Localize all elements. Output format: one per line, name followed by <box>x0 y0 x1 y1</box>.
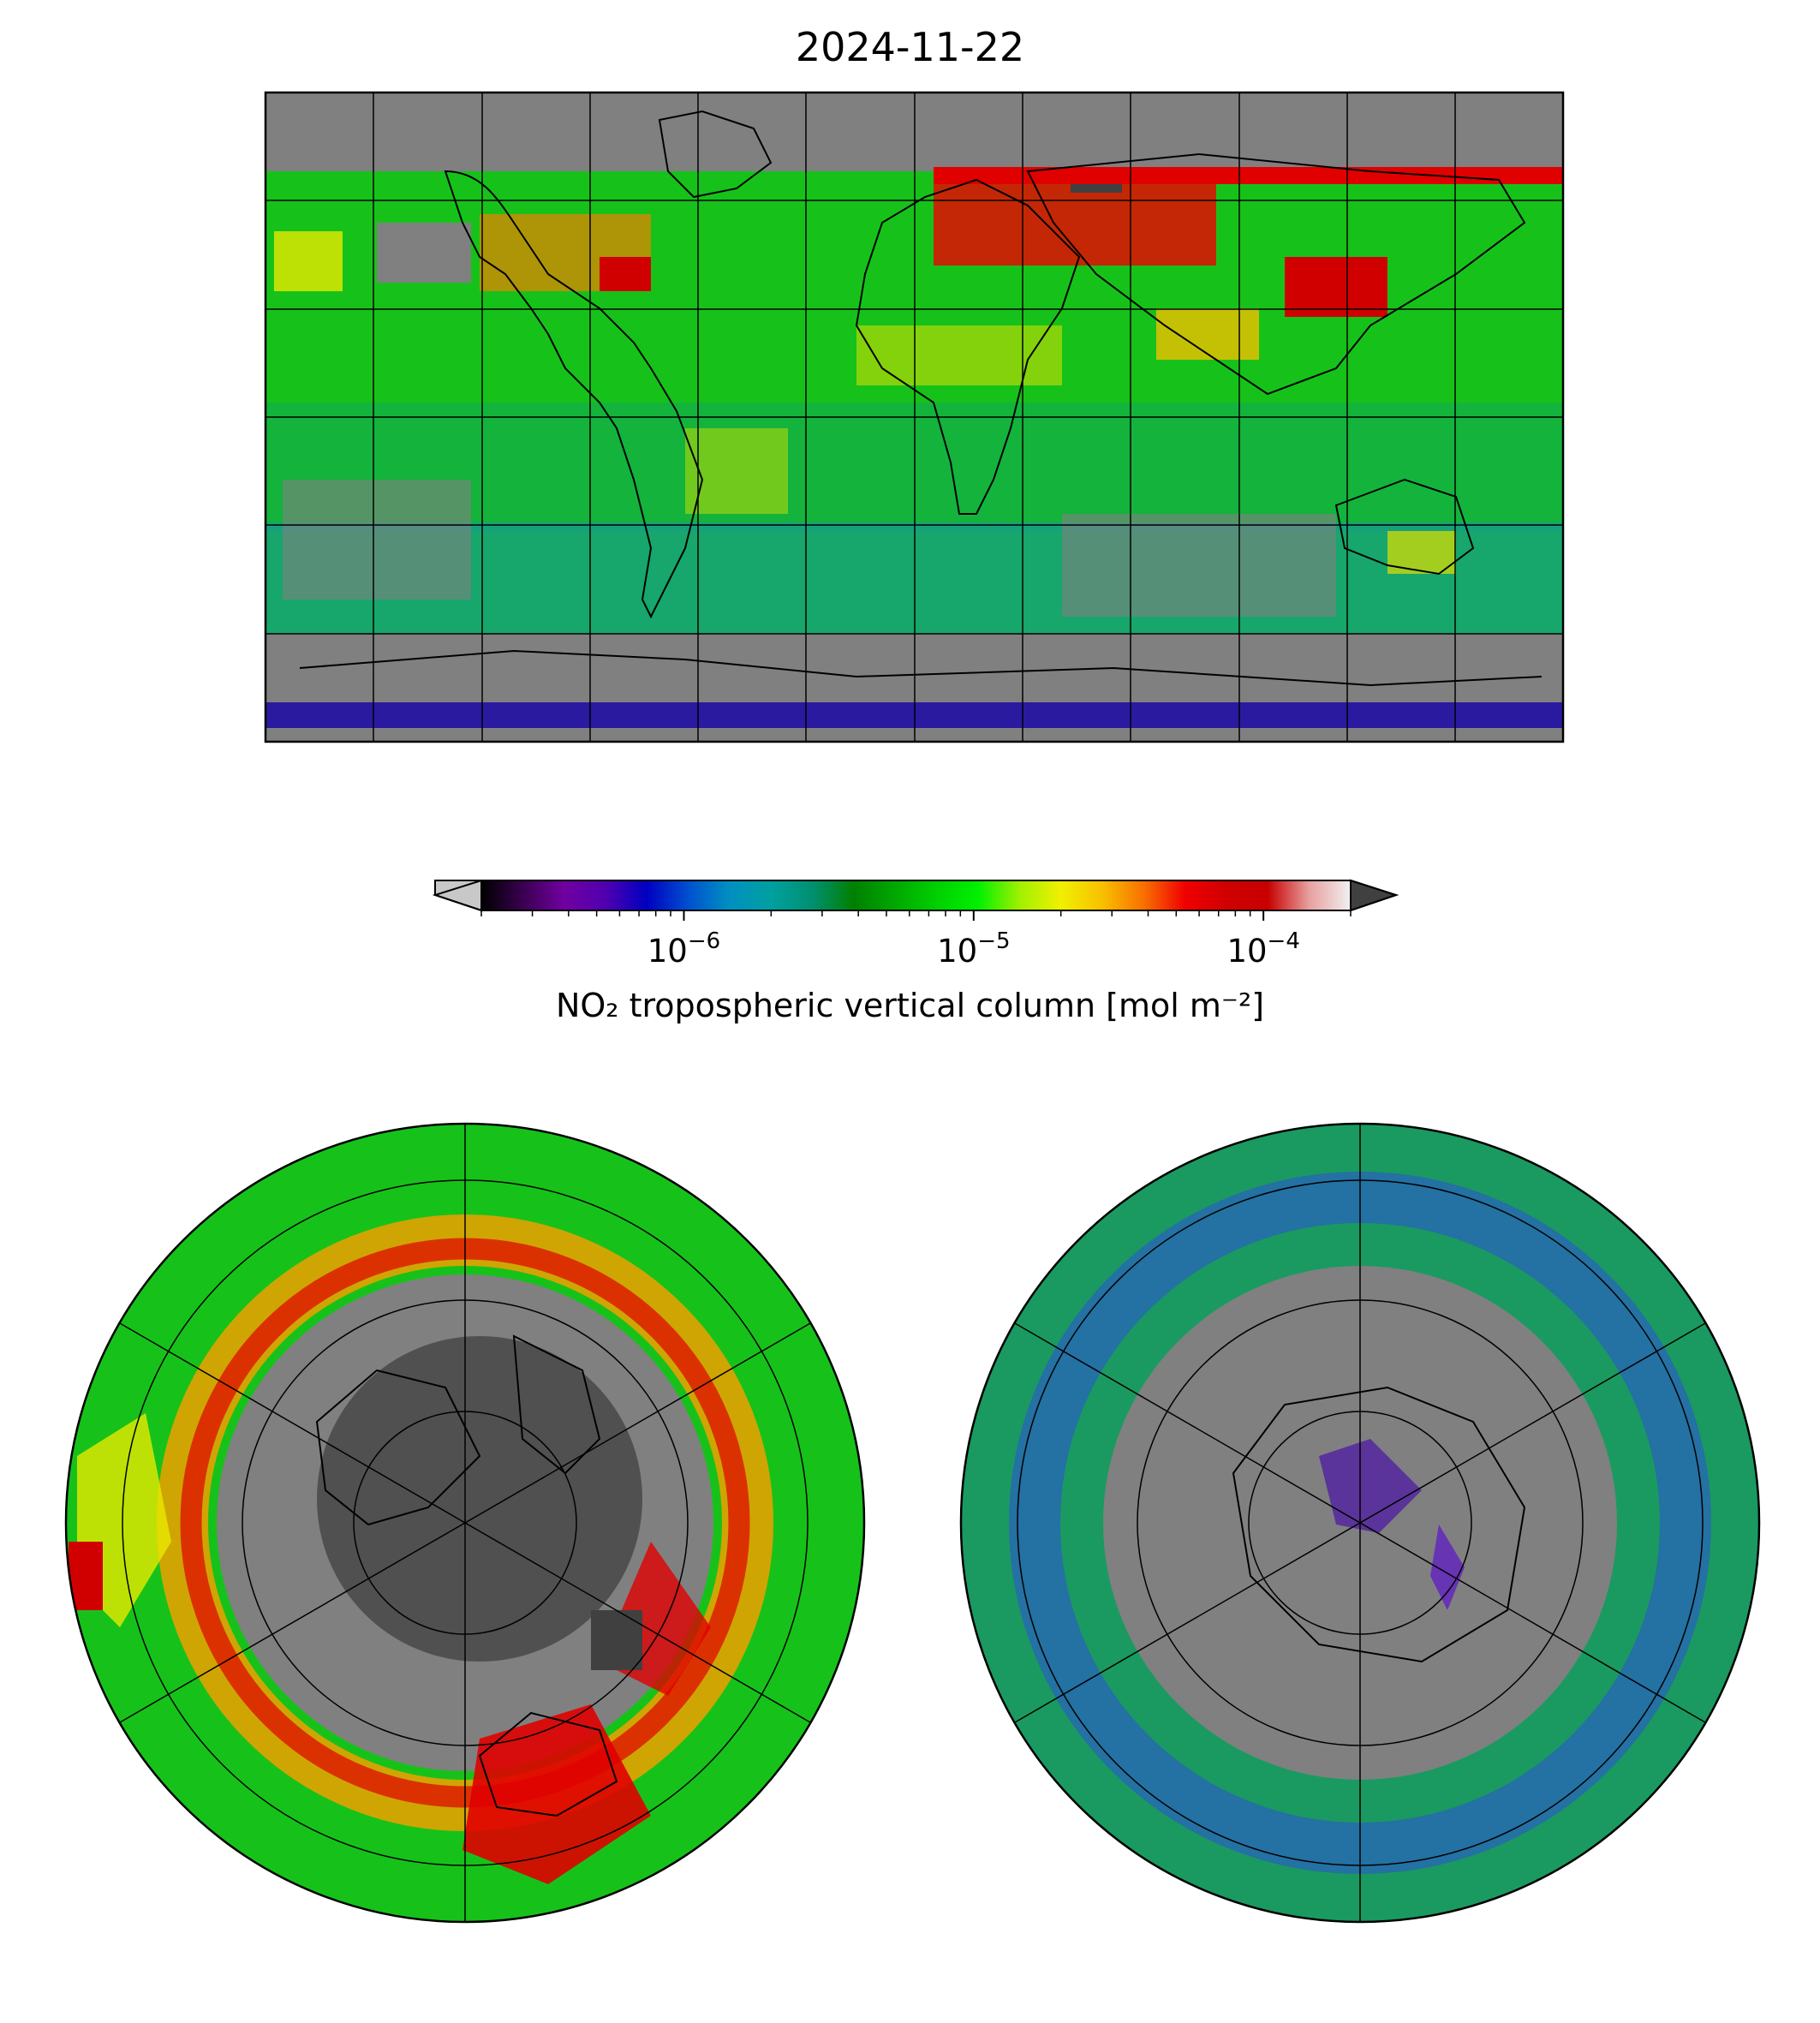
colorbar-tick-base: 10 <box>1226 933 1267 970</box>
north-coastlines <box>315 1334 618 1817</box>
colorbar-tick-label: 10−6 <box>647 928 720 970</box>
north-gridlines <box>119 1124 811 1922</box>
global-map-frame <box>264 91 1565 743</box>
no2-gap-2 <box>283 480 471 600</box>
north-field-europe <box>462 1704 651 1884</box>
north-polar-map <box>66 1124 864 1922</box>
south-polar-map <box>961 1124 1759 1922</box>
global-coastlines <box>299 110 1543 687</box>
colorbar: 10−6 10−5 10−4 <box>432 879 1399 970</box>
north-polar-frame <box>64 1122 866 1924</box>
no2-gap-1 <box>377 223 471 283</box>
colorbar-tick-exponent: −5 <box>977 928 1010 954</box>
colorbar-label: NO₂ tropospheric vertical column [mol m⁻… <box>555 987 1265 1024</box>
no2-high-pacific <box>274 231 343 291</box>
colorbar-gradient <box>481 880 1351 910</box>
colorbar-tick-exponent: −4 <box>1268 928 1300 954</box>
south-field-low-2 <box>1430 1525 1465 1610</box>
no2-high-south-america <box>685 428 788 514</box>
no2-gap-3 <box>1062 514 1336 617</box>
no2-hotspot-east-asia <box>1285 257 1387 317</box>
colorbar-tick-exponent: −6 <box>688 928 720 954</box>
no2-high-sahara <box>856 325 1062 385</box>
global-gridlines <box>266 92 1563 742</box>
colorbar-tick-base: 10 <box>937 933 977 970</box>
colorbar-tick-base: 10 <box>647 933 688 970</box>
colorbar-over-arrow <box>1350 879 1399 912</box>
no2-high-arctic-band <box>934 167 1563 184</box>
colorbar-ticks: 10−6 10−5 10−4 <box>480 910 1352 970</box>
south-coastlines <box>1232 1386 1526 1663</box>
colorbar-tick-label: 10−4 <box>1226 928 1299 970</box>
colorbar-under-arrow <box>434 880 482 912</box>
no2-hotspot-us-east <box>600 257 651 291</box>
colorbar-tick-label: 10−5 <box>937 928 1010 970</box>
map-title: 2024-11-22 <box>795 24 1025 70</box>
south-field-low <box>1319 1439 1422 1533</box>
south-gridlines <box>1014 1124 1706 1922</box>
global-map <box>266 92 1563 742</box>
no2-high-india <box>1156 308 1259 360</box>
south-polar-frame <box>959 1122 1761 1924</box>
north-field-over-max <box>591 1610 642 1670</box>
